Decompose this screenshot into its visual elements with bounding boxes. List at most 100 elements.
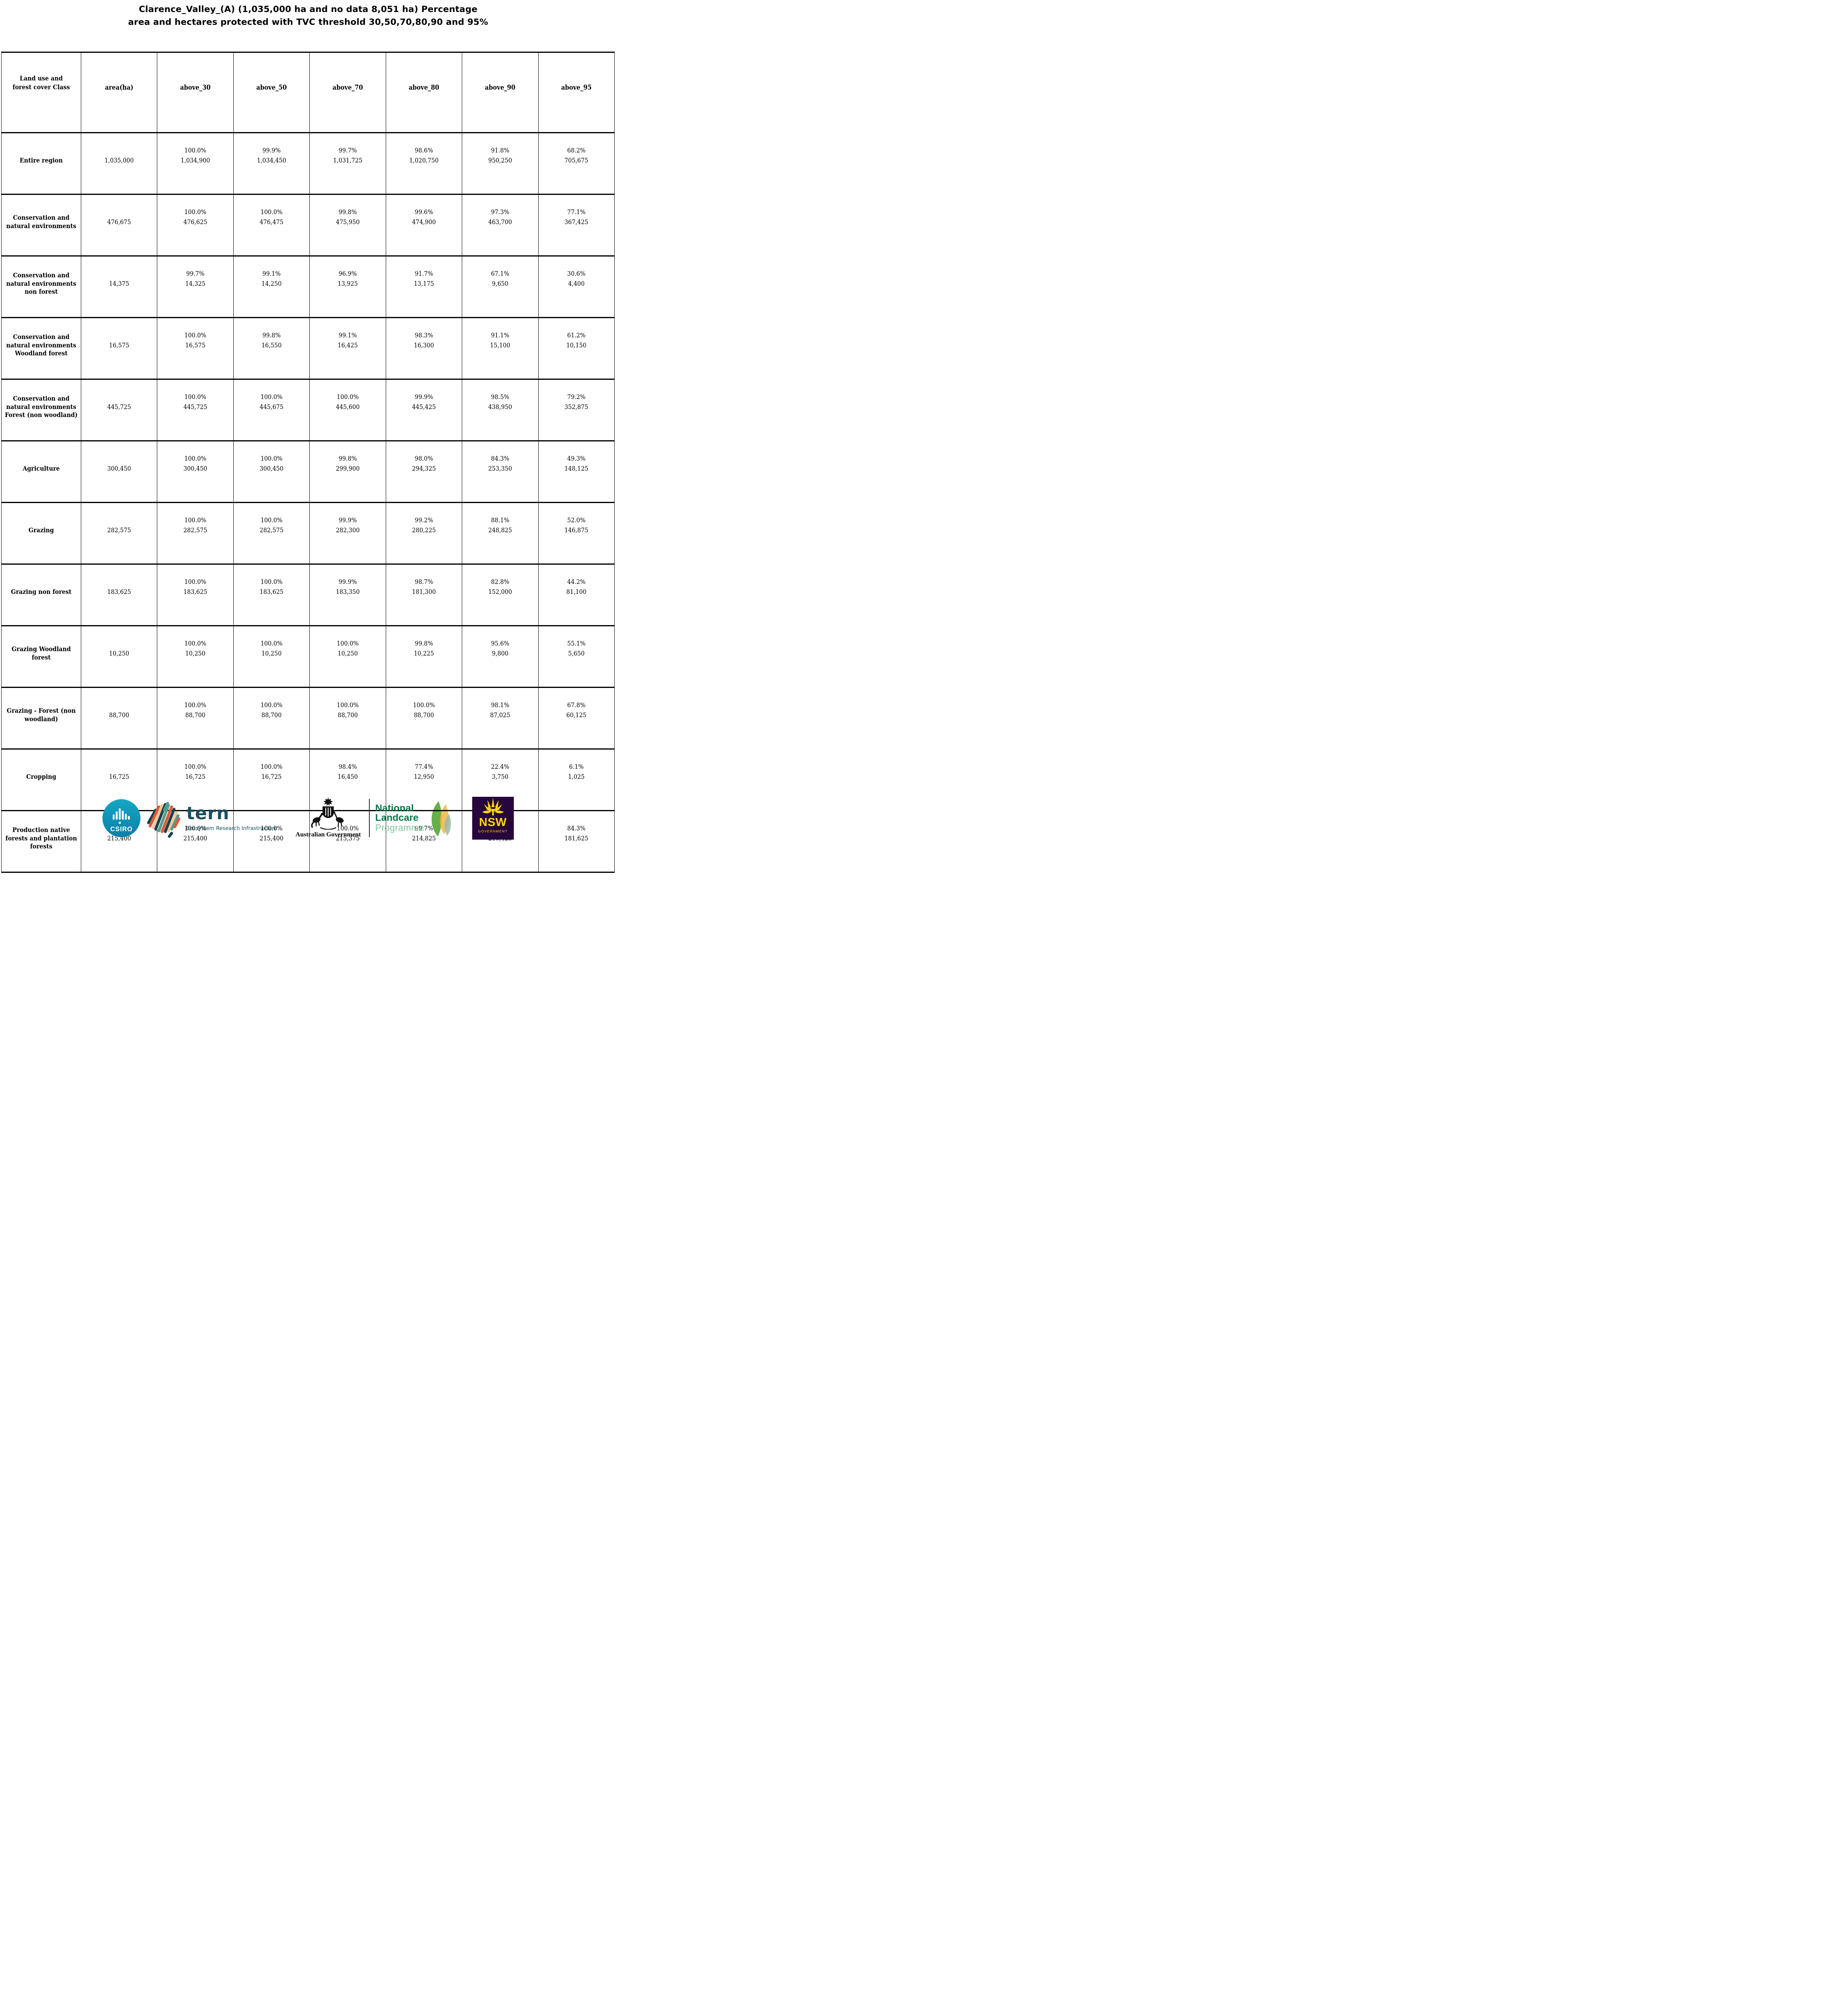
percent-hectares-pair: 98.7% 181,300 — [389, 577, 459, 597]
percent-value: 98.6% — [415, 146, 433, 154]
percent-value: 44.2% — [567, 578, 586, 586]
percent-value: 30.6% — [567, 270, 586, 278]
percent-hectares-pair: 100.0% 300,450 — [236, 454, 307, 474]
percent-value: 84.3% — [567, 824, 586, 832]
percent-value: 98.5% — [491, 393, 509, 401]
hectares-value: 253,350 — [488, 465, 512, 472]
landuse-class-cell: Grazing Woodland forest — [1, 625, 81, 688]
percent-value: 77.1% — [567, 208, 586, 216]
threshold-cell: 99.7% 14,325 — [157, 255, 234, 318]
hectares-value: 300,450 — [183, 465, 207, 472]
threshold-cell: 49.3% 148,125 — [538, 440, 615, 503]
hectares-value: 16,550 — [261, 341, 282, 349]
percent-value: 100.0% — [337, 393, 359, 401]
table-head: Land use and forest cover Class area(ha)… — [1, 51, 615, 133]
percent-value: 77.4% — [415, 763, 433, 771]
table-row: Entire region 1,035,000 100.0% 1,034,900 99.… — [1, 132, 615, 195]
landcare-line1: National — [375, 802, 414, 814]
area-value: 16,575 — [109, 341, 129, 349]
percent-hectares-pair: 88.1% 248,825 — [465, 515, 535, 535]
percent-value: 98.4% — [339, 763, 357, 771]
threshold-cell: 100.0% 88,700 — [233, 686, 310, 750]
percent-value: 91.8% — [491, 146, 509, 154]
percent-hectares-pair: 100.0% 10,250 — [312, 639, 383, 659]
hectares-value: 88,700 — [414, 711, 434, 719]
threshold-cell: 100.0% 445,600 — [309, 378, 386, 441]
landuse-class-cell: Grazing - Forest (non woodland) — [1, 686, 81, 750]
percent-hectares-pair: 99.7% 14,325 — [160, 269, 230, 289]
percent-hectares-pair: 99.9% 183,350 — [312, 577, 383, 597]
percent-hectares-pair: 99.9% 1,034,450 — [236, 146, 307, 166]
area-value: 88,700 — [109, 711, 129, 719]
landuse-class-cell: Entire region — [1, 132, 81, 195]
threshold-cell: 96.9% 13,925 — [309, 255, 386, 318]
percent-hectares-pair: 100.0% 1,034,900 — [160, 146, 230, 166]
percent-value: 82.8% — [491, 578, 509, 586]
threshold-cell: 30.6% 4,400 — [538, 255, 615, 318]
percent-value: 52.0% — [567, 516, 586, 524]
percent-value: 100.0% — [261, 393, 283, 401]
percent-value: 67.8% — [567, 701, 586, 709]
nsw-label: NSW — [479, 816, 507, 829]
percent-hectares-pair: 49.3% 148,125 — [541, 454, 612, 474]
percent-value: 100.0% — [184, 578, 206, 586]
hectares-value: 282,300 — [336, 526, 360, 534]
percent-hectares-pair: 100.0% 445,675 — [236, 392, 307, 412]
percent-value: 100.0% — [184, 701, 206, 709]
threshold-cell: 99.7% 1,031,725 — [309, 132, 386, 195]
hectares-value: 181,625 — [564, 834, 589, 842]
threshold-cell: 100.0% 16,725 — [233, 748, 310, 811]
hectares-value: 476,625 — [183, 218, 207, 226]
percent-value: 97.3% — [491, 208, 509, 216]
percent-hectares-pair: 100.0% 215,400 — [236, 824, 307, 844]
hectares-value: 16,725 — [185, 773, 206, 780]
percent-hectares-pair: 82.8% 152,000 — [465, 577, 535, 597]
percent-value: 100.0% — [184, 393, 206, 401]
threshold-cell: 100.0% 476,475 — [233, 193, 310, 257]
hectares-value: 1,034,450 — [257, 156, 287, 164]
percent-value: 79.2% — [567, 393, 586, 401]
hectares-value: 10,250 — [337, 650, 358, 657]
hectares-value: 280,225 — [412, 526, 436, 534]
hectares-value: 16,575 — [185, 341, 206, 349]
area-value: 183,625 — [107, 587, 131, 595]
area-cell: 282,575 — [80, 501, 158, 565]
hectares-value: 438,950 — [488, 403, 512, 411]
percent-value: 49.3% — [567, 455, 586, 463]
percent-value: 100.0% — [413, 701, 435, 709]
threshold-cell: 100.0% 445,675 — [233, 378, 310, 441]
hectares-value: 475,950 — [336, 218, 360, 226]
percent-value: 98.0% — [415, 455, 433, 463]
percent-value: 84.3% — [491, 455, 509, 463]
percent-value: 98.7% — [415, 578, 433, 586]
percent-value: 99.9% — [339, 516, 357, 524]
landuse-class-cell: Cropping — [1, 748, 81, 811]
percent-hectares-pair: 100.0% 16,725 — [160, 762, 230, 782]
percent-value: 100.0% — [184, 824, 206, 832]
percent-hectares-pair: 67.1% 9,650 — [465, 269, 535, 289]
percent-hectares-pair: 100.0% 88,700 — [389, 700, 459, 720]
percent-value: 91.1% — [491, 331, 509, 339]
hectares-value: 705,675 — [564, 156, 589, 164]
percent-hectares-pair: 97.3% 463,700 — [465, 207, 535, 227]
percent-hectares-pair: 99.8% 475,950 — [312, 207, 383, 227]
table-row: Grazing 282,575 100.0% 282,575 100.0% 282,575… — [1, 501, 615, 565]
hectares-value: 215,375 — [336, 834, 360, 842]
footer-logos: CSIRO tern Ecosystem Research Infrastru — [0, 793, 616, 843]
hectares-value: 352,875 — [564, 403, 589, 411]
hectares-value: 215,400 — [183, 834, 207, 842]
hectares-value: 88,700 — [337, 711, 358, 719]
table-row: Agriculture 300,450 100.0% 300,450 100.0% 300… — [1, 440, 615, 503]
percent-hectares-pair: 52.0% 146,875 — [541, 515, 612, 535]
hectares-value: 463,700 — [488, 218, 512, 226]
area-cell: 1,035,000 — [80, 132, 158, 195]
percent-hectares-pair: 30.6% 4,400 — [541, 269, 612, 289]
hectares-value: 445,600 — [336, 403, 360, 411]
percent-hectares-pair: 99.8% 10,225 — [389, 639, 459, 659]
landuse-class-cell: Conservation and natural environments no… — [1, 255, 81, 318]
page: { "title": { "line1": "Clarence_Valley_(… — [0, 0, 616, 873]
hectares-value: 16,450 — [337, 773, 358, 780]
percent-hectares-pair: 100.0% 282,575 — [236, 515, 307, 535]
hectares-value: 10,250 — [261, 650, 282, 657]
percent-hectares-pair: 84.3% 181,625 — [541, 824, 612, 844]
